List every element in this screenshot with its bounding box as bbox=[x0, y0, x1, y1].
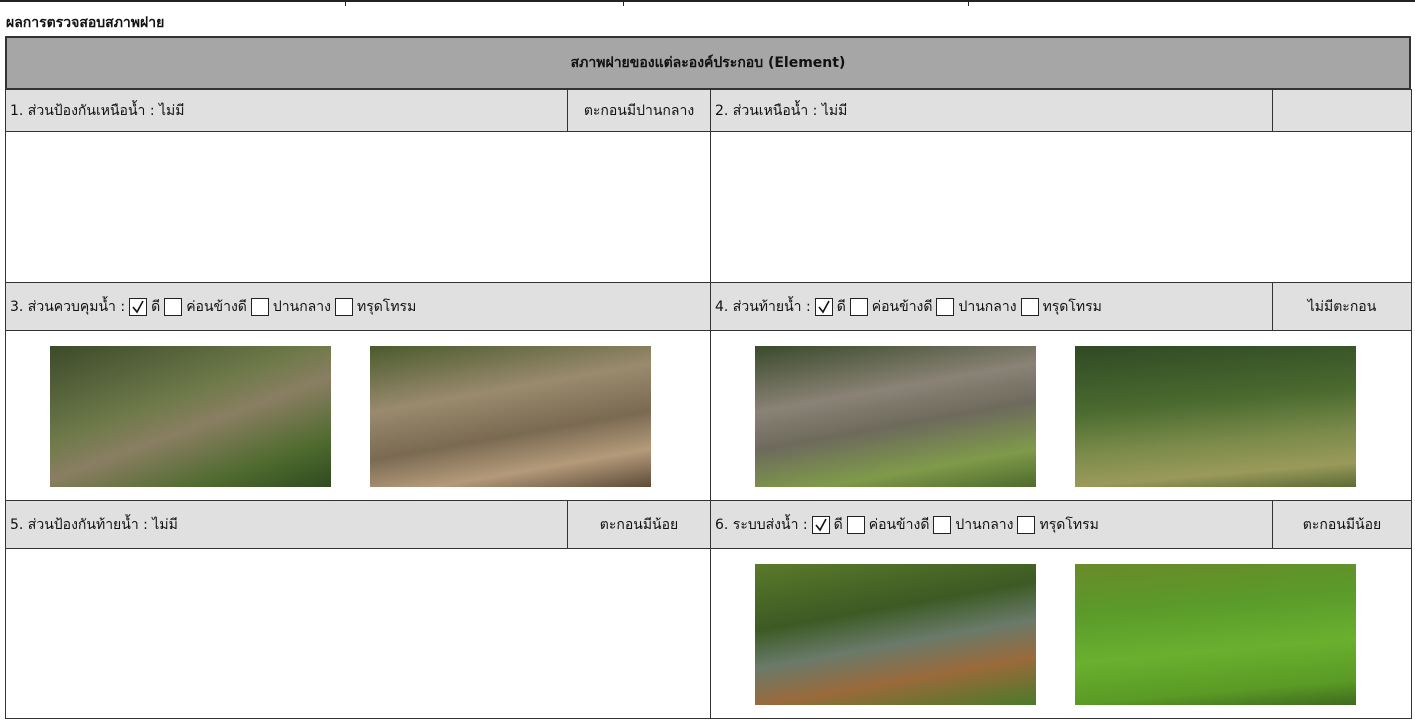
check-mark bbox=[132, 300, 144, 313]
checkbox bbox=[1020, 297, 1039, 316]
check-mark bbox=[814, 518, 827, 531]
photo bbox=[1075, 564, 1356, 705]
option-label: ทรุดโทรม bbox=[1042, 298, 1102, 315]
section-body bbox=[710, 548, 1412, 719]
checkbox bbox=[933, 515, 952, 534]
option-label: ดี bbox=[836, 298, 846, 315]
top-tick bbox=[623, 0, 624, 6]
top-tick bbox=[345, 0, 346, 6]
check-mark bbox=[818, 300, 830, 313]
top-tick bbox=[968, 0, 969, 6]
option-label: ปานกลาง bbox=[272, 298, 331, 315]
checkbox bbox=[1017, 515, 1036, 534]
option-label: ทรุดโทรม bbox=[356, 298, 417, 315]
section-body bbox=[5, 131, 711, 283]
section-label: 5. ส่วนป้องกันท้ายน้ำ : ไม่มี bbox=[10, 516, 178, 533]
section-label: 4. ส่วนท้ายน้ำ : bbox=[715, 298, 811, 315]
checkbox bbox=[814, 297, 833, 316]
section-body bbox=[5, 548, 711, 719]
section-status: ตะกอนมีปานกลาง bbox=[567, 89, 711, 132]
section-label: 1. ส่วนป้องกันเหนือน้ำ : ไม่มี bbox=[10, 102, 185, 119]
checkbox bbox=[846, 515, 865, 534]
photo bbox=[755, 346, 1036, 487]
checkbox bbox=[334, 297, 353, 316]
section-header: 5. ส่วนป้องกันท้ายน้ำ : ไม่มี bbox=[5, 500, 568, 549]
section-header: 1. ส่วนป้องกันเหนือน้ำ : ไม่มี bbox=[5, 89, 568, 132]
section-status bbox=[1272, 89, 1412, 132]
photo bbox=[370, 346, 651, 487]
option-label: ปานกลาง bbox=[958, 298, 1017, 315]
section-header: 3. ส่วนควบคุมน้ำ : ดี ค่อนข้างดี ปานกลาง ทรุ… bbox=[5, 282, 711, 331]
option-label: ค่อนข้างดี bbox=[868, 516, 930, 533]
option-label: ทรุดโทรม bbox=[1039, 516, 1099, 533]
section-label: 3. ส่วนควบคุมน้ำ : bbox=[10, 298, 126, 315]
table-header: สภาพฝายของแต่ละองค์ประกอบ (Element) bbox=[5, 36, 1411, 90]
photo bbox=[1075, 346, 1356, 487]
photo bbox=[755, 564, 1036, 705]
option-label: ดี bbox=[151, 298, 161, 315]
page-title: ผลการตรวจสอบสภาพฝาย bbox=[6, 15, 165, 31]
top-rule bbox=[0, 0, 1415, 2]
section-status: ไม่มีตะกอน bbox=[1272, 282, 1412, 331]
checkbox bbox=[129, 297, 148, 316]
option-label: ค่อนข้างดี bbox=[871, 298, 933, 315]
checkbox bbox=[811, 515, 830, 534]
section-header: 6. ระบบส่งน้ำ : ดี ค่อนข้างดี ปานกลาง ทรุดโท… bbox=[710, 500, 1273, 549]
section-label: 2. ส่วนเหนือน้ำ : ไม่มี bbox=[715, 102, 848, 119]
checkbox bbox=[250, 297, 269, 316]
checkbox bbox=[164, 297, 183, 316]
option-label: ปานกลาง bbox=[955, 516, 1014, 533]
section-header: 4. ส่วนท้ายน้ำ : ดี ค่อนข้างดี ปานกลาง ทรุดโ… bbox=[710, 282, 1273, 331]
section-body bbox=[710, 131, 1412, 283]
section-body bbox=[5, 330, 711, 501]
section-status: ตะกอนมีน้อย bbox=[567, 500, 711, 549]
option-label: ค่อนข้างดี bbox=[186, 298, 247, 315]
checkbox bbox=[849, 297, 868, 316]
checkbox bbox=[936, 297, 955, 316]
section-label: 6. ระบบส่งน้ำ : bbox=[715, 516, 808, 533]
section-header: 2. ส่วนเหนือน้ำ : ไม่มี bbox=[710, 89, 1273, 132]
option-label: ดี bbox=[833, 516, 843, 533]
section-status: ตะกอนมีน้อย bbox=[1272, 500, 1412, 549]
photo bbox=[50, 346, 331, 487]
section-body bbox=[710, 330, 1412, 501]
